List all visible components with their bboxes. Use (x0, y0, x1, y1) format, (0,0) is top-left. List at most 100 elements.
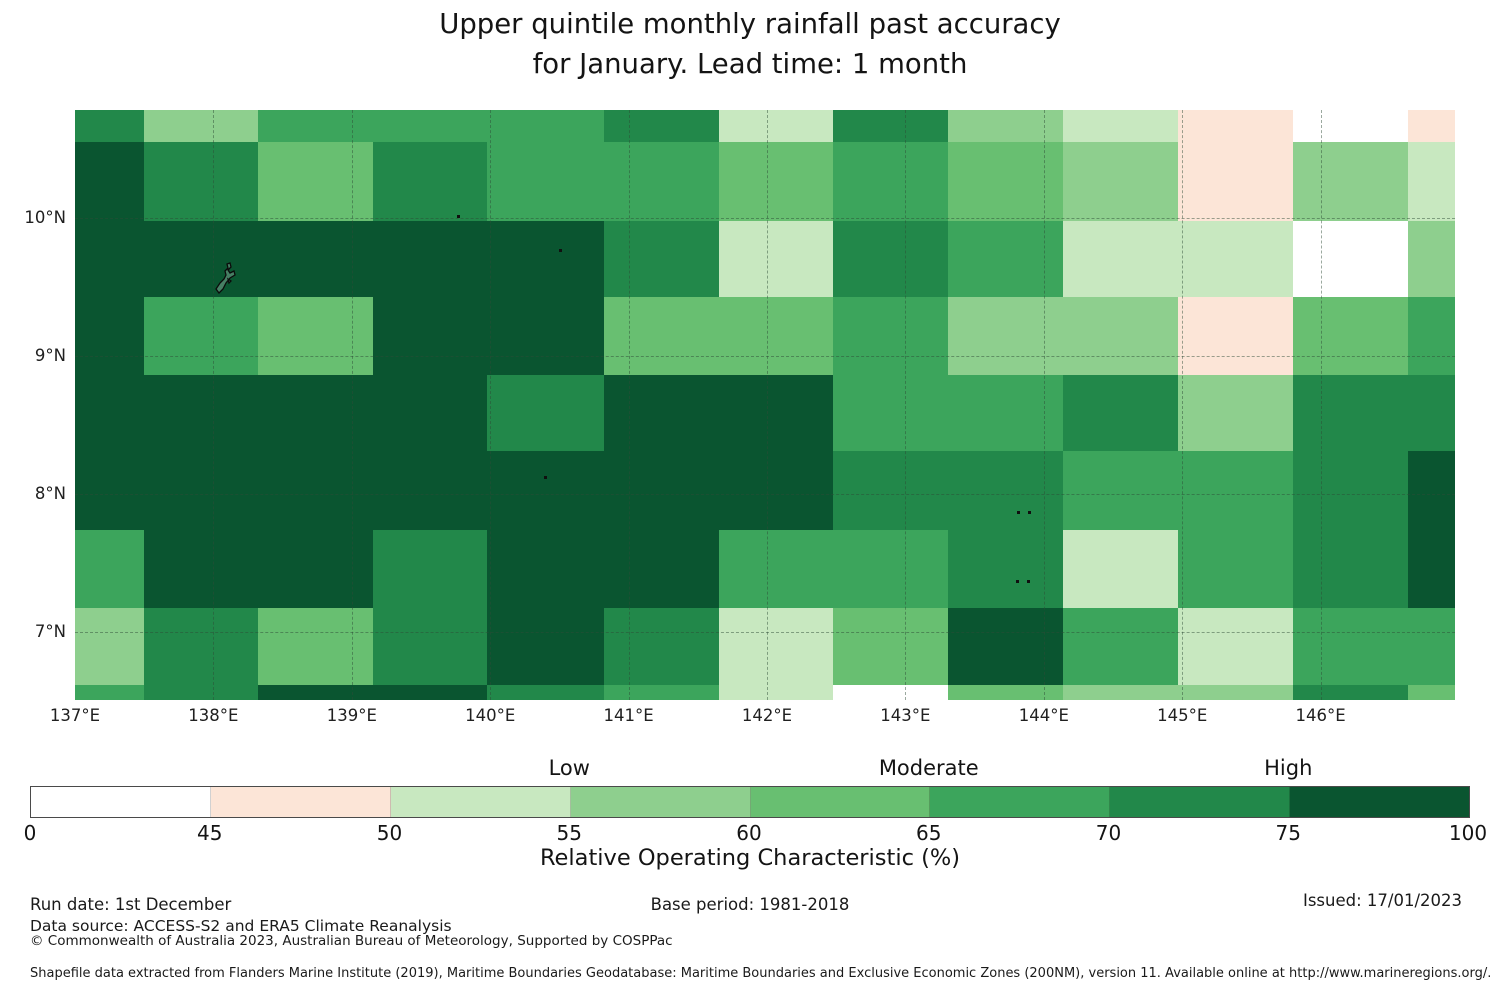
heatmap-cell (144, 684, 259, 700)
heatmap-cell (372, 296, 489, 376)
x-axis-tick-label: 146°E (1295, 706, 1346, 725)
footer-data-source: Data source: ACCESS-S2 and ERA5 Climate … (30, 917, 452, 935)
heatmap-cell (144, 451, 259, 531)
heatmap-cell (603, 141, 720, 222)
heatmap-cell (603, 530, 720, 609)
footer-issued-date: Issued: 17/01/2023 (1302, 891, 1462, 910)
x-axis-tick-label: 142°E (741, 706, 793, 725)
colorbar-tick-label: 65 (916, 821, 942, 845)
heatmap-cell (833, 141, 949, 222)
colorbar-segment (750, 787, 931, 817)
heatmap-cell (75, 141, 145, 222)
heatmap-cell (948, 607, 1064, 686)
heatmap-cell (257, 110, 374, 143)
heatmap-cell (372, 607, 489, 686)
heatmap-cell (487, 110, 605, 143)
x-axis-tick-label: 137°E (49, 706, 101, 725)
heatmap-cell (144, 375, 259, 452)
colorbar-category-label: High (1264, 756, 1313, 780)
longitude-gridline (1043, 110, 1045, 700)
x-axis-tick-label: 144°E (1018, 706, 1069, 725)
heatmap-cell (257, 684, 374, 700)
heatmap-cell (1407, 375, 1455, 452)
chart-title-line2: for January. Lead time: 1 month (532, 48, 968, 80)
heatmap-cell (1178, 684, 1294, 700)
island-dot (1017, 510, 1021, 514)
colorbar-tick-label: 60 (736, 821, 762, 845)
heatmap-cell (372, 141, 489, 222)
x-axis-tick-label: 140°E (465, 706, 516, 725)
heatmap-cell (603, 220, 720, 298)
heatmap-cell (833, 110, 949, 143)
heatmap-cell (372, 110, 489, 143)
heatmap-cell (257, 451, 374, 531)
latitude-gridline (75, 217, 1455, 219)
colorbar-tick-label: 0 (23, 821, 37, 845)
heatmap-cell (257, 296, 374, 376)
heatmap-cell (144, 530, 259, 609)
heatmap-cell (75, 451, 145, 531)
latitude-gridline (75, 494, 1455, 496)
heatmap-cell (372, 530, 489, 609)
heatmap-cell (1178, 607, 1294, 686)
colorbar-tick-label: 50 (376, 821, 403, 845)
heatmap-cell (257, 375, 374, 452)
heatmap-cell (487, 141, 605, 222)
colorbar-tick-label: 75 (1275, 821, 1301, 845)
heatmap-cell (1407, 141, 1455, 222)
heatmap-cell (1407, 684, 1455, 700)
colorbar-tick-label: 45 (197, 821, 223, 845)
heatmap-cell (1407, 220, 1455, 298)
heatmap-cell (144, 141, 259, 222)
heatmap-cell (144, 296, 259, 376)
colorbar-tick-label: 55 (556, 821, 582, 845)
heatmap-cell (1407, 451, 1455, 531)
heatmap-cell (1178, 141, 1294, 222)
heatmap-cell (718, 110, 835, 143)
colorbar-category-label: Low (548, 756, 590, 780)
heatmap-cell (1178, 530, 1294, 609)
heatmap-cell (1407, 530, 1455, 609)
heatmap-cell (1178, 451, 1294, 531)
heatmap-cell (1292, 296, 1409, 376)
heatmap-cell (487, 451, 605, 531)
y-axis-tick-label: 9°N (34, 345, 66, 365)
y-axis-tick-label: 10°N (24, 207, 66, 227)
island-dot (1028, 510, 1032, 514)
heatmap-cell (1292, 607, 1409, 686)
heatmap-cell (948, 220, 1064, 298)
heatmap-cell (257, 141, 374, 222)
longitude-gridline (905, 110, 907, 700)
heatmap-cell (948, 684, 1064, 700)
heatmap-cell (948, 530, 1064, 609)
heatmap-cell (75, 110, 145, 143)
heatmap-cell (372, 451, 489, 531)
heatmap-cell (833, 684, 949, 700)
colorbar-segment (31, 787, 211, 817)
heatmap-cell (1292, 530, 1409, 609)
island-outline (215, 261, 236, 294)
heatmap-cell (718, 607, 835, 686)
heatmap-cell (1407, 296, 1455, 376)
colorbar-segment (390, 787, 571, 817)
x-axis-tick-label: 145°E (1157, 706, 1208, 725)
heatmap-cell (833, 375, 949, 452)
island-dot (1016, 579, 1019, 583)
longitude-gridline (213, 110, 215, 700)
heatmap-plot (75, 110, 1455, 700)
heatmap-cell (603, 607, 720, 686)
heatmap-cell (1407, 607, 1455, 686)
heatmap-cell (948, 451, 1064, 531)
heatmap-cell (1063, 451, 1179, 531)
chart-title-line1: Upper quintile monthly rainfall past acc… (439, 8, 1061, 40)
heatmap-cell (833, 296, 949, 376)
heatmap-cell (833, 220, 949, 298)
longitude-gridline (351, 110, 353, 700)
latitude-gridline (75, 632, 1455, 634)
footer-copyright: © Commonwealth of Australia 2023, Austra… (30, 933, 673, 949)
heatmap-cell (603, 451, 720, 531)
heatmap-cell (372, 684, 489, 700)
heatmap-cell (1292, 451, 1409, 531)
heatmap-cell (1292, 220, 1409, 298)
